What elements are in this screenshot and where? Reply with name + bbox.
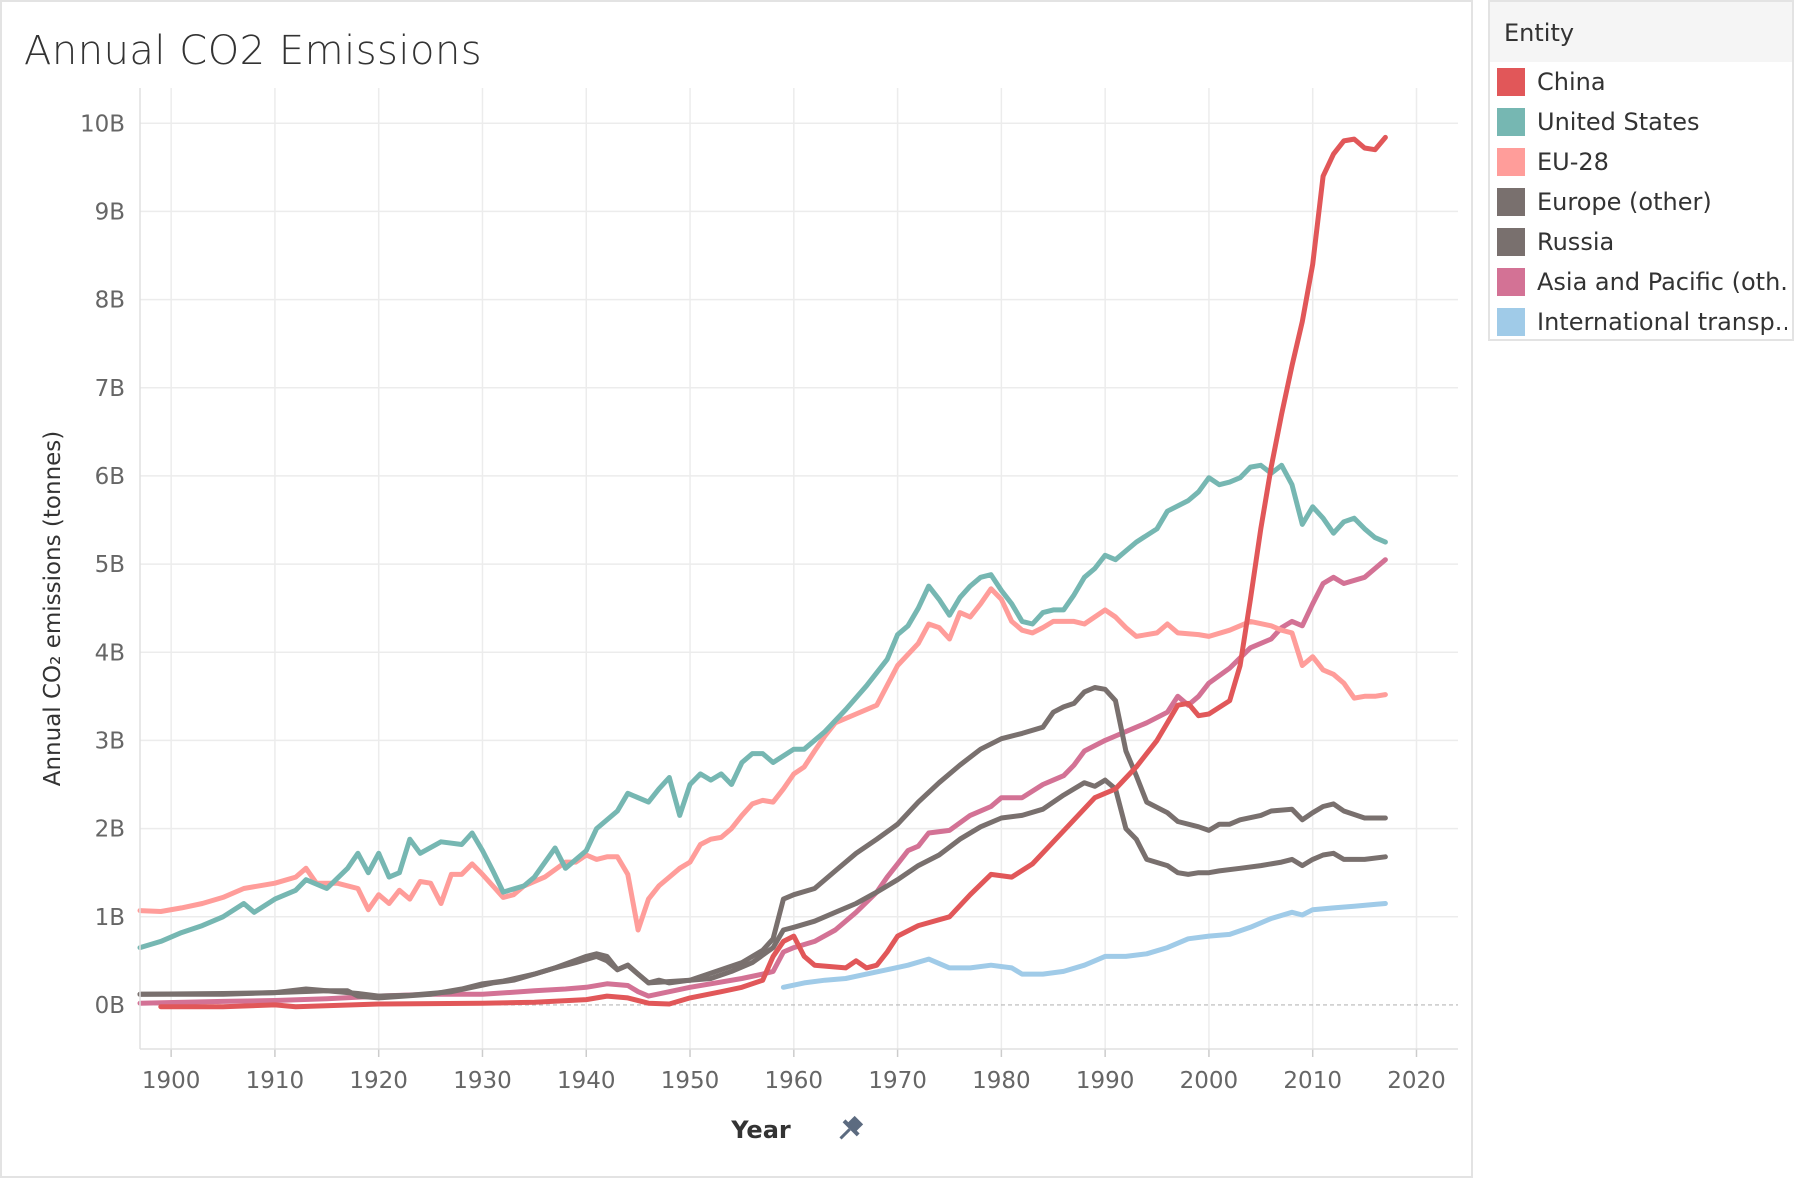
legend-item[interactable]: EU-28 (1490, 142, 1792, 182)
series-line[interactable] (158, 134, 1388, 1010)
y-tick-label: 7B (95, 376, 125, 402)
legend-item[interactable]: Russia (1490, 222, 1792, 262)
legend-item[interactable]: Europe (other) (1490, 182, 1792, 222)
legend-swatch (1497, 268, 1525, 296)
x-tick-label: 1930 (453, 1068, 512, 1094)
y-axis-title: Annual CO₂ emissions (tonnes) (40, 431, 66, 787)
y-tick-label: 0B (95, 993, 125, 1019)
pin-icon[interactable] (833, 1113, 866, 1146)
x-tick-label: 1980 (972, 1068, 1031, 1094)
series-lines[interactable] (137, 134, 1388, 1010)
legend-swatch (1497, 308, 1525, 336)
legend-swatch (1497, 148, 1525, 176)
x-tick-label: 1960 (765, 1068, 824, 1094)
x-tick-label: 1940 (557, 1068, 616, 1094)
x-tick-label: 1920 (349, 1068, 408, 1094)
x-tick-label: 1910 (246, 1068, 305, 1094)
legend-swatch (1497, 228, 1525, 256)
axes: 0B 1B 2B 3B 4B 5B 6B 7B 8B 9B 10B 1900 1910 1920 1930 1… (40, 88, 1458, 1146)
legend-item[interactable]: United States (1490, 102, 1792, 142)
legend-item[interactable]: China (1490, 62, 1792, 102)
series-line[interactable] (137, 557, 1388, 1006)
x-tick-label: 2000 (1180, 1068, 1239, 1094)
x-axis-title: Year (730, 1116, 791, 1144)
legend: Entity China United States EU-28 Europe (ot… (1488, 0, 1794, 341)
x-tick-label: 1950 (661, 1068, 720, 1094)
line-chart[interactable]: 0B 1B 2B 3B 4B 5B 6B 7B 8B 9B 10B 1900 1910 1920 1930 1… (0, 0, 1473, 1178)
y-tick-label: 5B (95, 552, 125, 578)
x-tick-label: 1900 (142, 1068, 201, 1094)
series-line[interactable] (780, 901, 1388, 990)
grid-lines (140, 88, 1458, 1049)
series-line[interactable] (137, 462, 1388, 951)
pin-icon-base (842, 1119, 860, 1137)
y-tick-label: 4B (95, 640, 125, 666)
pin-icon-head (847, 1115, 864, 1132)
chart-title: Annual CO2 Emissions (24, 28, 483, 74)
y-tick-label: 9B (95, 199, 125, 225)
y-tick-label: 8B (95, 288, 125, 314)
legend-item[interactable]: Asia and Pacific (oth.. (1490, 262, 1792, 302)
legend-label: EU-28 (1537, 148, 1609, 176)
series-line[interactable] (137, 586, 1388, 933)
x-tick-label: 1990 (1076, 1068, 1135, 1094)
pin-icon-needle (839, 1128, 851, 1140)
y-tick-label: 2B (95, 817, 125, 843)
legend-items: China United States EU-28 Europe (other) Rus… (1490, 62, 1792, 342)
x-tick-label: 1970 (868, 1068, 927, 1094)
y-tick-label: 3B (95, 728, 125, 754)
legend-swatch (1497, 188, 1525, 216)
legend-label: United States (1537, 108, 1700, 136)
legend-label: Europe (other) (1537, 188, 1712, 216)
series-line[interactable] (137, 685, 1388, 1001)
legend-swatch (1497, 68, 1525, 96)
legend-label: Russia (1537, 228, 1615, 256)
legend-label: Asia and Pacific (oth.. (1537, 268, 1787, 296)
legend-swatch (1497, 108, 1525, 136)
legend-item[interactable]: International transp.. (1490, 302, 1792, 342)
x-tick-label: 2020 (1387, 1068, 1446, 1094)
series-line[interactable] (137, 777, 1388, 999)
legend-title: Entity (1490, 2, 1792, 62)
y-tick-label: 6B (95, 464, 125, 490)
x-tick-label: 2010 (1283, 1068, 1342, 1094)
legend-label: International transp.. (1537, 308, 1787, 336)
legend-label: China (1537, 68, 1606, 96)
y-tick-label: 10B (80, 111, 125, 137)
y-tick-label: 1B (95, 905, 125, 931)
